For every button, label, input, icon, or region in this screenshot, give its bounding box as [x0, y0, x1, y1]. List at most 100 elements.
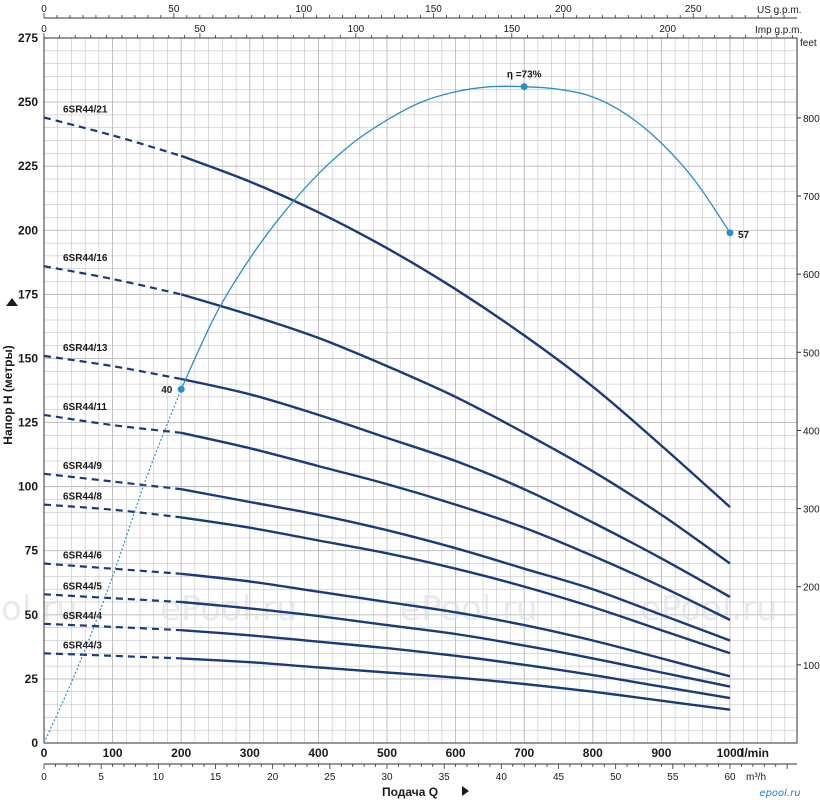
- x-tick-label-imp: 150: [503, 24, 520, 35]
- y-tick-label: 225: [18, 159, 38, 173]
- series-label: 6SR44/21: [63, 104, 108, 115]
- x-tick-label-imp: 0: [41, 24, 47, 35]
- x-tick-label-us: 0: [41, 4, 47, 15]
- y2-tick-label: 300: [803, 505, 820, 516]
- head-curve-dashed: [43, 593, 182, 604]
- x-tick-label-us: 250: [685, 4, 702, 15]
- grid: [43, 37, 797, 744]
- x-tick-label-imp: 50: [194, 24, 206, 35]
- x-tick-label-m3h: 35: [439, 772, 451, 783]
- x-tick-label-lmin: 200: [171, 746, 191, 760]
- x-tick-label-us: 200: [555, 4, 572, 15]
- x-unit-lmin: l/min: [741, 746, 769, 760]
- y-tick-label: 25: [25, 672, 39, 686]
- series-label: 6SR44/11: [63, 402, 107, 413]
- series-label: 6SR44/5: [63, 581, 102, 592]
- y-axis-left: 0 25 50 75 100 125 150 175 200 225 250 275: [18, 31, 38, 750]
- series-label: 6SR44/6: [63, 551, 102, 562]
- y-tick-label: 100: [18, 480, 38, 494]
- series-label: 6SR44/9: [63, 461, 102, 472]
- x-tick-label-m3h: 20: [267, 772, 279, 783]
- x-tick-label-lmin: 600: [446, 746, 466, 760]
- x-axis-title: Подача Q: [382, 785, 438, 799]
- x-tick-label-m3h: 50: [610, 772, 622, 783]
- x-tick-label-us: 50: [168, 4, 180, 15]
- efficiency-point: [726, 229, 734, 237]
- y-axis-title-arrow-icon: [6, 298, 18, 306]
- x-tick-label-m3h: 10: [153, 772, 165, 783]
- x-unit-m3h: m³/h: [746, 772, 766, 783]
- y-tick-label: 200: [18, 223, 38, 237]
- x-tick-label-m3h: 55: [667, 772, 679, 783]
- head-curve-solid: [181, 600, 731, 688]
- y2-tick-label: 100: [803, 661, 820, 672]
- watermark-text: ePool.ru: [0, 589, 78, 629]
- efficiency-curve-solid: [180, 85, 731, 390]
- y2-tick-label: 700: [803, 192, 820, 203]
- x-tick-label-m3h: 30: [381, 772, 393, 783]
- brand-logo: epool.ru: [759, 788, 800, 799]
- head-curves: 6SR44/21 6SR44/16 6SR44/13 6SR44/11 6SR44/9 6…: [43, 104, 731, 711]
- y-axis-right-feet: 100 200 300 400 500 600 700 800: [797, 114, 820, 672]
- head-curve-solid: [180, 488, 731, 642]
- head-curve-solid: [181, 516, 731, 655]
- head-curve-dashed: [43, 116, 182, 157]
- watermark-text: ePool.ru: [160, 589, 298, 629]
- y2-tick-label: 200: [803, 583, 820, 594]
- x-tick-label-lmin: 400: [308, 746, 328, 760]
- y-tick-label: 275: [18, 31, 38, 45]
- head-curve-dashed: [43, 622, 182, 632]
- head-curve-solid: [180, 377, 731, 598]
- head-curve-solid: [180, 431, 731, 621]
- x-tick-label-lmin: 700: [514, 746, 534, 760]
- head-curve-dashed: [43, 472, 182, 491]
- y-tick-label: 250: [18, 95, 38, 109]
- efficiency-point: [177, 385, 185, 393]
- x-tick-label-imp: 100: [348, 24, 365, 35]
- x-tick-label-lmin: 500: [377, 746, 397, 760]
- x-tick-label-us: 100: [295, 4, 312, 15]
- series-label: 6SR44/13: [63, 343, 108, 354]
- y-tick-label: 125: [18, 416, 38, 430]
- efficiency-curve-dotted: [43, 388, 182, 744]
- head-curve-dashed: [43, 503, 182, 519]
- efficiency-point-label: 40: [161, 385, 173, 396]
- plot-frame: [43, 37, 798, 744]
- x-tick-label-m3h: 45: [553, 772, 565, 783]
- x-tick-label-imp: 200: [659, 24, 676, 35]
- y2-tick-label: 800: [803, 114, 820, 125]
- x-tick-label-lmin: 100: [103, 746, 123, 760]
- head-curve-solid: [180, 293, 731, 565]
- y2-tick-label: 500: [803, 348, 820, 359]
- x-axis-bottom: 0 100 200 300 400 500 600 700 800 900 1000 0 5 10 15 20…: [41, 746, 797, 783]
- head-curve-dashed: [43, 265, 182, 296]
- efficiency-point-label: 57: [738, 230, 750, 241]
- x-tick-label-m3h: 60: [724, 772, 736, 783]
- x-tick-label-us: 150: [425, 4, 442, 15]
- series-label: 6SR44/16: [63, 253, 108, 264]
- x-tick-label-m3h: 15: [210, 772, 222, 783]
- head-curve-dashed: [43, 413, 182, 434]
- top-axes: 0 50 100 150 200 250 0 50 100 150 200: [41, 4, 797, 38]
- head-curve-solid: [181, 572, 731, 678]
- y2-unit-feet: feet: [800, 38, 817, 49]
- x-tick-label-m3h: 40: [496, 772, 508, 783]
- efficiency-point: [520, 83, 528, 91]
- x-tick-label-lmin: 1000: [717, 746, 744, 760]
- y-tick-label: 150: [18, 351, 38, 365]
- y2-tick-label: 400: [803, 426, 820, 437]
- series-label: 6SR44/4: [63, 611, 102, 622]
- y-tick-label: 0: [31, 736, 38, 750]
- x-tick-label-lmin: 300: [240, 746, 260, 760]
- x-unit-us-gpm: US g.p.m.: [757, 5, 801, 16]
- y-tick-label: 75: [25, 544, 39, 558]
- x-tick-label-m3h: 25: [324, 772, 336, 783]
- x-tick-label-lmin: 0: [41, 746, 48, 760]
- head-curve-solid: [181, 629, 731, 700]
- head-curve-dashed: [43, 562, 182, 575]
- head-curve-solid: [180, 154, 731, 508]
- head-curve-dashed: [43, 354, 182, 381]
- x-tick-label-m3h: 0: [41, 772, 47, 783]
